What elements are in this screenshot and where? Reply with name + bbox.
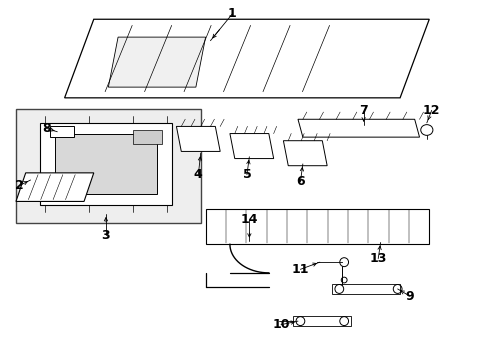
Polygon shape (132, 130, 162, 144)
Polygon shape (40, 123, 171, 205)
Text: 13: 13 (369, 252, 386, 265)
Polygon shape (297, 119, 419, 137)
Polygon shape (64, 19, 428, 98)
Polygon shape (331, 284, 399, 294)
Polygon shape (50, 126, 74, 137)
Text: 3: 3 (102, 229, 110, 242)
Text: 11: 11 (291, 263, 308, 276)
Polygon shape (229, 134, 273, 158)
Text: 1: 1 (227, 8, 236, 21)
Text: 9: 9 (405, 289, 413, 303)
Text: 4: 4 (194, 168, 202, 181)
Polygon shape (176, 126, 220, 152)
Text: 5: 5 (242, 168, 251, 181)
Polygon shape (292, 316, 351, 327)
Text: 7: 7 (359, 104, 367, 117)
Polygon shape (55, 134, 157, 194)
Polygon shape (16, 173, 94, 202)
FancyBboxPatch shape (16, 109, 201, 223)
Text: 8: 8 (41, 122, 50, 135)
Text: 10: 10 (272, 318, 289, 331)
Polygon shape (108, 37, 205, 87)
Polygon shape (283, 141, 326, 166)
Text: 2: 2 (16, 179, 24, 192)
Text: 14: 14 (240, 213, 258, 226)
Text: 12: 12 (422, 104, 440, 117)
Polygon shape (205, 208, 428, 244)
Text: 6: 6 (296, 175, 304, 188)
